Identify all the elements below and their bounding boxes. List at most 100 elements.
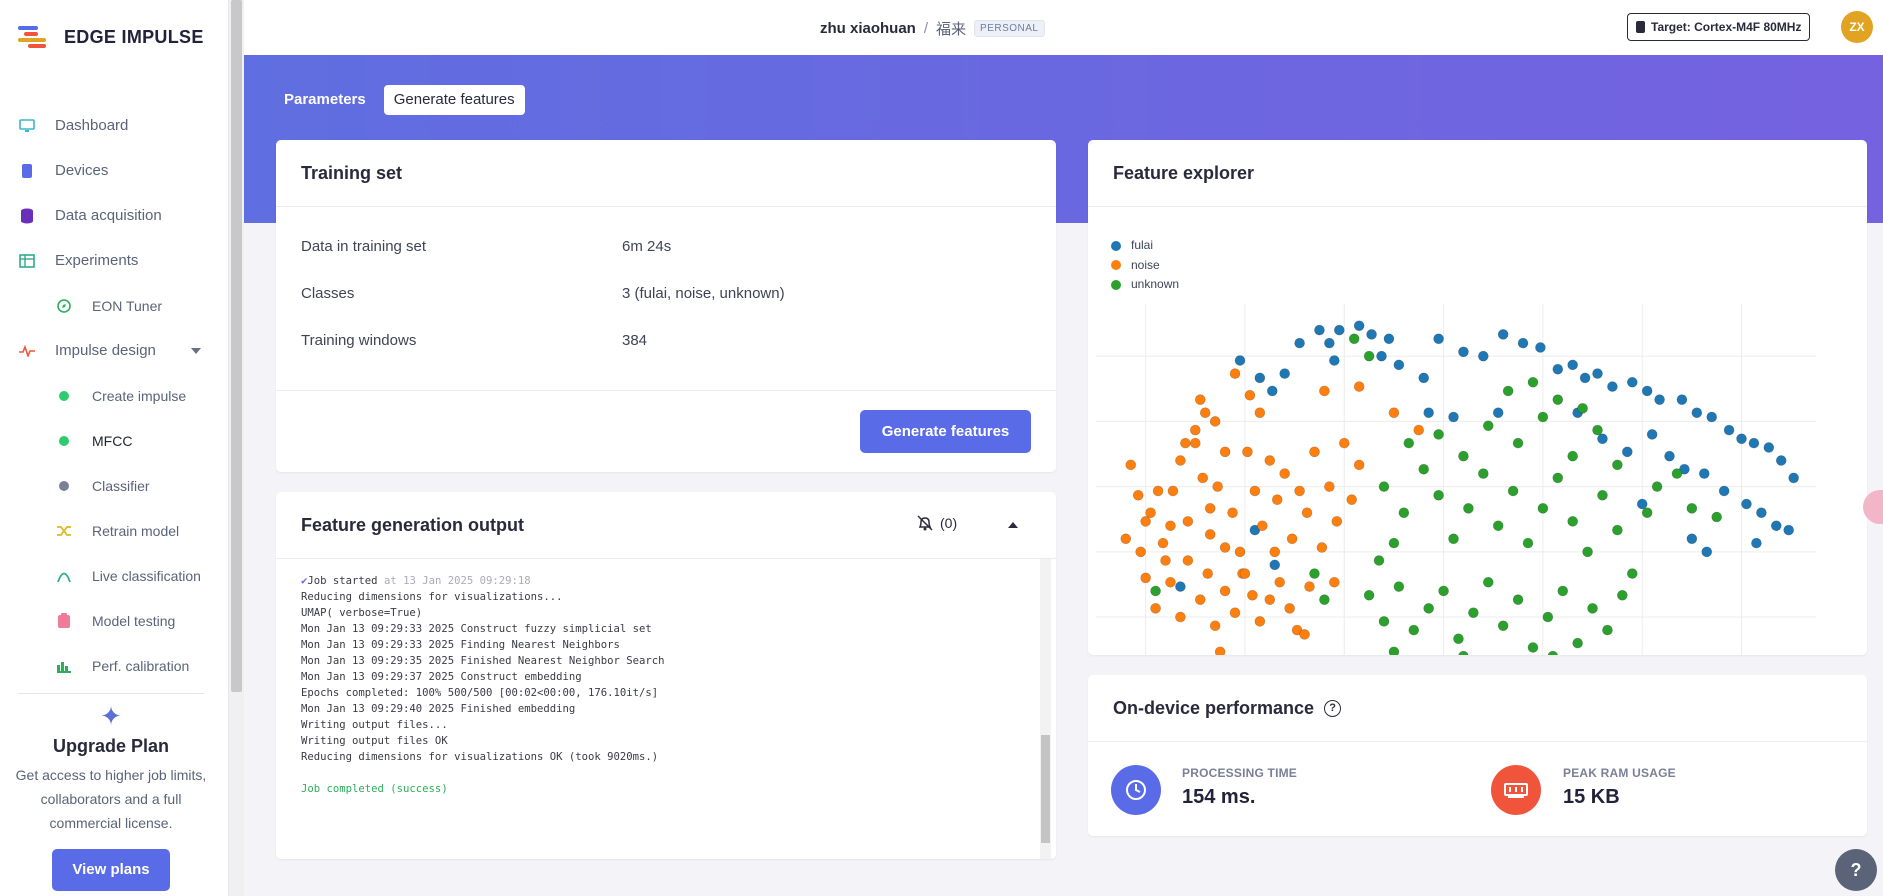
- logo[interactable]: EDGE IMPULSE: [18, 24, 204, 50]
- data-point-unknown[interactable]: [1617, 590, 1628, 601]
- sidebar-item-devices[interactable]: Devices: [0, 148, 229, 193]
- sidebar-item-create-impulse[interactable]: Create impulse: [0, 373, 229, 418]
- data-point-noise[interactable]: [1140, 572, 1151, 584]
- data-point-noise[interactable]: [1242, 446, 1253, 458]
- data-point-fulai[interactable]: [1607, 381, 1618, 392]
- data-point-noise[interactable]: [1120, 533, 1132, 545]
- data-point-noise[interactable]: [1353, 381, 1365, 392]
- data-point-noise[interactable]: [1319, 385, 1330, 397]
- data-point-noise[interactable]: [1279, 468, 1290, 479]
- data-point-noise[interactable]: [1165, 576, 1176, 588]
- data-point-noise[interactable]: [1145, 507, 1156, 518]
- data-point-fulai[interactable]: [1698, 468, 1710, 479]
- data-point-noise[interactable]: [1331, 516, 1343, 527]
- data-point-unknown[interactable]: [1408, 624, 1420, 636]
- sidebar-item-retrain-model[interactable]: Retrain model: [0, 508, 229, 553]
- data-point-fulai[interactable]: [1664, 450, 1675, 462]
- data-point-fulai[interactable]: [1741, 498, 1752, 510]
- data-point-unknown[interactable]: [1403, 437, 1415, 449]
- data-point-fulai[interactable]: [1592, 368, 1603, 379]
- data-point-fulai[interactable]: [1622, 446, 1633, 458]
- data-point-unknown[interactable]: [1423, 603, 1434, 614]
- data-point-noise[interactable]: [1269, 546, 1281, 558]
- data-point-fulai[interactable]: [1492, 407, 1504, 418]
- sidebar-item-data-acquisition[interactable]: Data acquisition: [0, 193, 229, 238]
- data-point-noise[interactable]: [1190, 424, 1201, 436]
- data-point-unknown[interactable]: [1418, 463, 1430, 475]
- data-point-unknown[interactable]: [1592, 424, 1603, 436]
- data-point-noise[interactable]: [1274, 576, 1286, 588]
- data-point-noise[interactable]: [1353, 459, 1365, 471]
- generate-features-button[interactable]: Generate features: [860, 410, 1031, 453]
- data-point-fulai[interactable]: [1478, 350, 1489, 362]
- data-point-unknown[interactable]: [1497, 620, 1509, 632]
- data-point-fulai[interactable]: [1535, 342, 1546, 353]
- data-point-noise[interactable]: [1190, 437, 1201, 449]
- data-point-noise[interactable]: [1338, 437, 1350, 449]
- data-point-noise[interactable]: [1299, 629, 1310, 640]
- data-point-fulai[interactable]: [1314, 324, 1325, 336]
- data-point-noise[interactable]: [1167, 485, 1179, 497]
- data-point-fulai[interactable]: [1706, 411, 1718, 423]
- help-icon[interactable]: ?: [1324, 699, 1342, 717]
- data-point-noise[interactable]: [1140, 516, 1151, 527]
- collapse-icon[interactable]: [1008, 522, 1018, 528]
- data-point-unknown[interactable]: [1438, 585, 1449, 597]
- data-point-fulai[interactable]: [1654, 394, 1665, 405]
- data-point-fulai[interactable]: [1376, 350, 1387, 362]
- sidebar-item-perf-calibration[interactable]: Perf. calibration: [0, 643, 229, 688]
- data-point-fulai[interactable]: [1775, 455, 1787, 466]
- data-point-noise[interactable]: [1182, 555, 1194, 566]
- data-point-noise[interactable]: [1219, 542, 1231, 553]
- data-point-noise[interactable]: [1209, 416, 1221, 427]
- data-point-unknown[interactable]: [1492, 520, 1504, 532]
- data-point-noise[interactable]: [1175, 611, 1186, 623]
- data-point-fulai[interactable]: [1334, 324, 1345, 336]
- data-point-noise[interactable]: [1413, 424, 1425, 436]
- data-point-fulai[interactable]: [1448, 411, 1459, 423]
- data-point-unknown[interactable]: [1150, 585, 1161, 597]
- data-point-noise[interactable]: [1204, 503, 1216, 514]
- data-point-fulai[interactable]: [1552, 363, 1564, 375]
- data-point-unknown[interactable]: [1348, 333, 1360, 345]
- data-point-noise[interactable]: [1346, 494, 1358, 505]
- data-point-noise[interactable]: [1132, 490, 1144, 501]
- data-point-unknown[interactable]: [1651, 481, 1663, 492]
- data-point-noise[interactable]: [1264, 455, 1276, 466]
- data-point-noise[interactable]: [1234, 546, 1246, 558]
- data-point-unknown[interactable]: [1482, 576, 1494, 588]
- data-point-fulai[interactable]: [1686, 533, 1698, 545]
- data-point-unknown[interactable]: [1542, 611, 1554, 623]
- data-point-unknown[interactable]: [1671, 468, 1683, 479]
- data-point-unknown[interactable]: [1597, 490, 1608, 501]
- data-point-noise[interactable]: [1214, 646, 1226, 655]
- data-point-unknown[interactable]: [1612, 459, 1623, 471]
- data-point-noise[interactable]: [1294, 485, 1305, 497]
- data-point-unknown[interactable]: [1537, 411, 1549, 423]
- data-point-unknown[interactable]: [1319, 594, 1330, 605]
- chevron-down-icon[interactable]: [191, 347, 201, 354]
- notification-toggle[interactable]: (0): [916, 514, 957, 532]
- data-point-unknown[interactable]: [1388, 537, 1400, 549]
- data-point-noise[interactable]: [1135, 546, 1146, 558]
- data-point-noise[interactable]: [1239, 568, 1251, 579]
- data-point-fulai[interactable]: [1324, 337, 1335, 349]
- data-point-noise[interactable]: [1157, 537, 1169, 549]
- data-point-unknown[interactable]: [1507, 485, 1519, 497]
- data-point-noise[interactable]: [1175, 455, 1186, 466]
- data-point-noise[interactable]: [1182, 516, 1194, 527]
- data-point-noise[interactable]: [1209, 620, 1221, 632]
- data-point-noise[interactable]: [1257, 520, 1268, 532]
- data-point-fulai[interactable]: [1497, 329, 1509, 340]
- data-point-fulai[interactable]: [1383, 333, 1395, 345]
- data-point-fulai[interactable]: [1175, 581, 1186, 592]
- data-point-fulai[interactable]: [1701, 546, 1713, 558]
- data-point-noise[interactable]: [1125, 459, 1137, 471]
- sidebar-item-mfcc[interactable]: MFCC: [0, 418, 229, 463]
- data-point-fulai[interactable]: [1254, 372, 1266, 384]
- sidebar-item-dashboard[interactable]: Dashboard: [0, 103, 229, 148]
- data-point-unknown[interactable]: [1458, 450, 1469, 462]
- data-point-noise[interactable]: [1388, 407, 1400, 418]
- data-point-fulai[interactable]: [1458, 346, 1469, 358]
- data-point-noise[interactable]: [1199, 407, 1211, 418]
